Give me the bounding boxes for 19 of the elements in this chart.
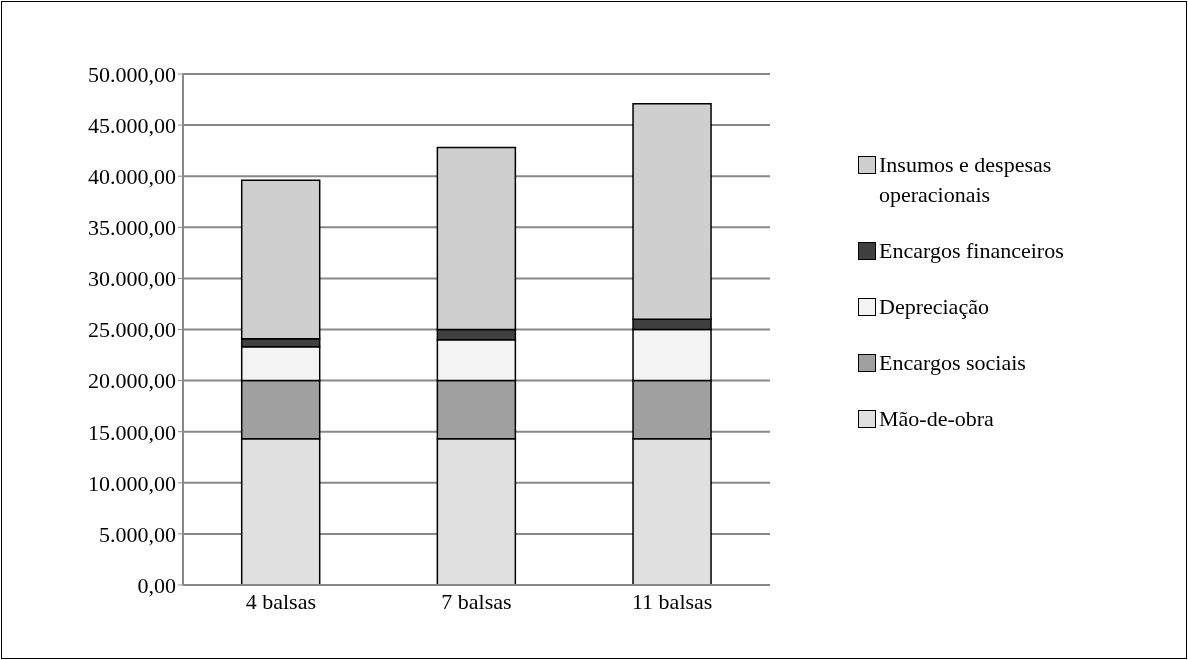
x-tick-label: 4 balsas [245,588,316,614]
legend-label: Mão-de-obra [879,405,994,433]
y-tick-label: 35.000,00 [88,215,176,241]
legend-label: Insumos e despesas operacionais [879,151,1053,209]
y-tick-label: 30.000,00 [88,266,176,292]
y-tick-label: 10.000,00 [88,470,176,496]
x-tick-label: 7 balsas [441,588,512,614]
y-tick-label: 15.000,00 [88,419,176,445]
legend-label: Encargos financeiros [879,237,1064,265]
y-tick-label: 40.000,00 [88,164,176,190]
y-tick-label: 5.000,00 [99,521,176,547]
legend-label: Depreciação [879,293,989,321]
y-tick-label: 20.000,00 [88,368,176,394]
y-tick-label: 0,00 [137,572,176,598]
x-tick-label: 11 balsas [631,588,713,614]
y-tick-label: 25.000,00 [88,317,176,343]
legend-label: Encargos sociais [879,349,1026,377]
y-tick-label: 45.000,00 [88,112,176,138]
y-tick-label: 50.000,00 [88,61,176,87]
